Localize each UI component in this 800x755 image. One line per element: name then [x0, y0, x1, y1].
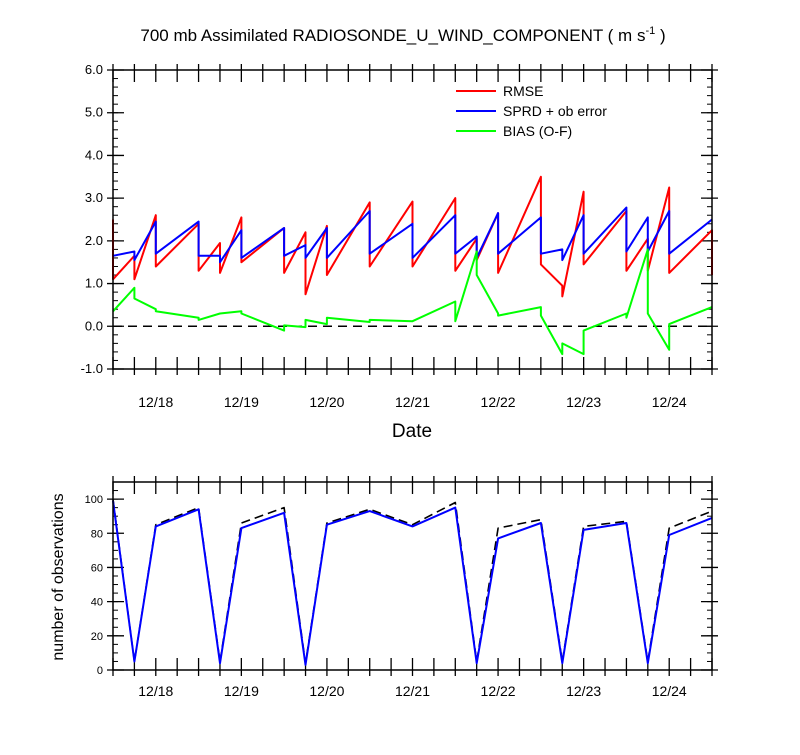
top-panel-series [112, 175, 713, 356]
y-tick-label: 100 [85, 494, 103, 506]
y-tick-label: 1.0 [85, 276, 103, 291]
legend-label-sprd: SPRD + ob error [503, 103, 607, 119]
y-tick-label: -1.0 [81, 361, 103, 376]
chart-title: 700 mb Assimilated RADIOSONDE_U_WIND_COM… [140, 25, 665, 45]
y-tick-label: 0.0 [85, 318, 103, 333]
y-tick-label: 0 [97, 665, 103, 677]
x-tick-label: 12/24 [652, 683, 687, 699]
series-assimilated [112, 500, 713, 666]
x-tick-label: 12/21 [395, 394, 430, 410]
x-tick-label: 12/23 [566, 683, 601, 699]
bottom-panel-frame [112, 481, 713, 671]
x-tick-label: 12/19 [224, 683, 259, 699]
bottom-panel-tick-labels: 0 20 40 60 80 100 12/18 12/19 12/20 12/21 12/22 12/… [85, 494, 687, 699]
y-tick-label: 4.0 [85, 147, 103, 162]
x-tick-label: 12/19 [224, 394, 259, 410]
legend-label-bias: BIAS (O-F) [503, 123, 572, 139]
top-panel-tick-labels: -1.0 0.0 1.0 2.0 3.0 4.0 5.0 6.0 12/18 12/19 12/20… [81, 62, 687, 410]
series-sprd-ob-error [112, 206, 713, 264]
bottom-panel-series [112, 498, 713, 666]
x-tick-label: 12/18 [138, 683, 173, 699]
y-tick-label: 2.0 [85, 233, 103, 248]
y-tick-label: 3.0 [85, 190, 103, 205]
x-tick-label: 12/21 [395, 683, 430, 699]
series-bias-o-f [112, 248, 713, 356]
y-axis-label-observations: number of observations [50, 493, 67, 660]
x-tick-label: 12/22 [481, 394, 516, 410]
y-tick-label: 80 [91, 528, 103, 540]
top-panel-frame [112, 69, 713, 370]
x-axis-label: Date [392, 421, 432, 442]
x-tick-label: 12/18 [138, 394, 173, 410]
x-tick-label: 12/20 [309, 683, 344, 699]
legend: RMSE SPRD + ob error BIAS (O-F) [456, 83, 607, 139]
x-tick-label: 12/22 [481, 683, 516, 699]
x-tick-label: 12/23 [566, 394, 601, 410]
y-tick-label: 60 [91, 562, 103, 574]
x-tick-label: 12/24 [652, 394, 687, 410]
x-tick-label: 12/20 [309, 394, 344, 410]
bottom-panel-ticks [107, 476, 718, 676]
y-tick-label: 40 [91, 597, 103, 609]
legend-label-rmse: RMSE [503, 83, 543, 99]
y-tick-label: 6.0 [85, 62, 103, 77]
y-tick-label: 5.0 [85, 105, 103, 120]
y-tick-label: 20 [91, 631, 103, 643]
